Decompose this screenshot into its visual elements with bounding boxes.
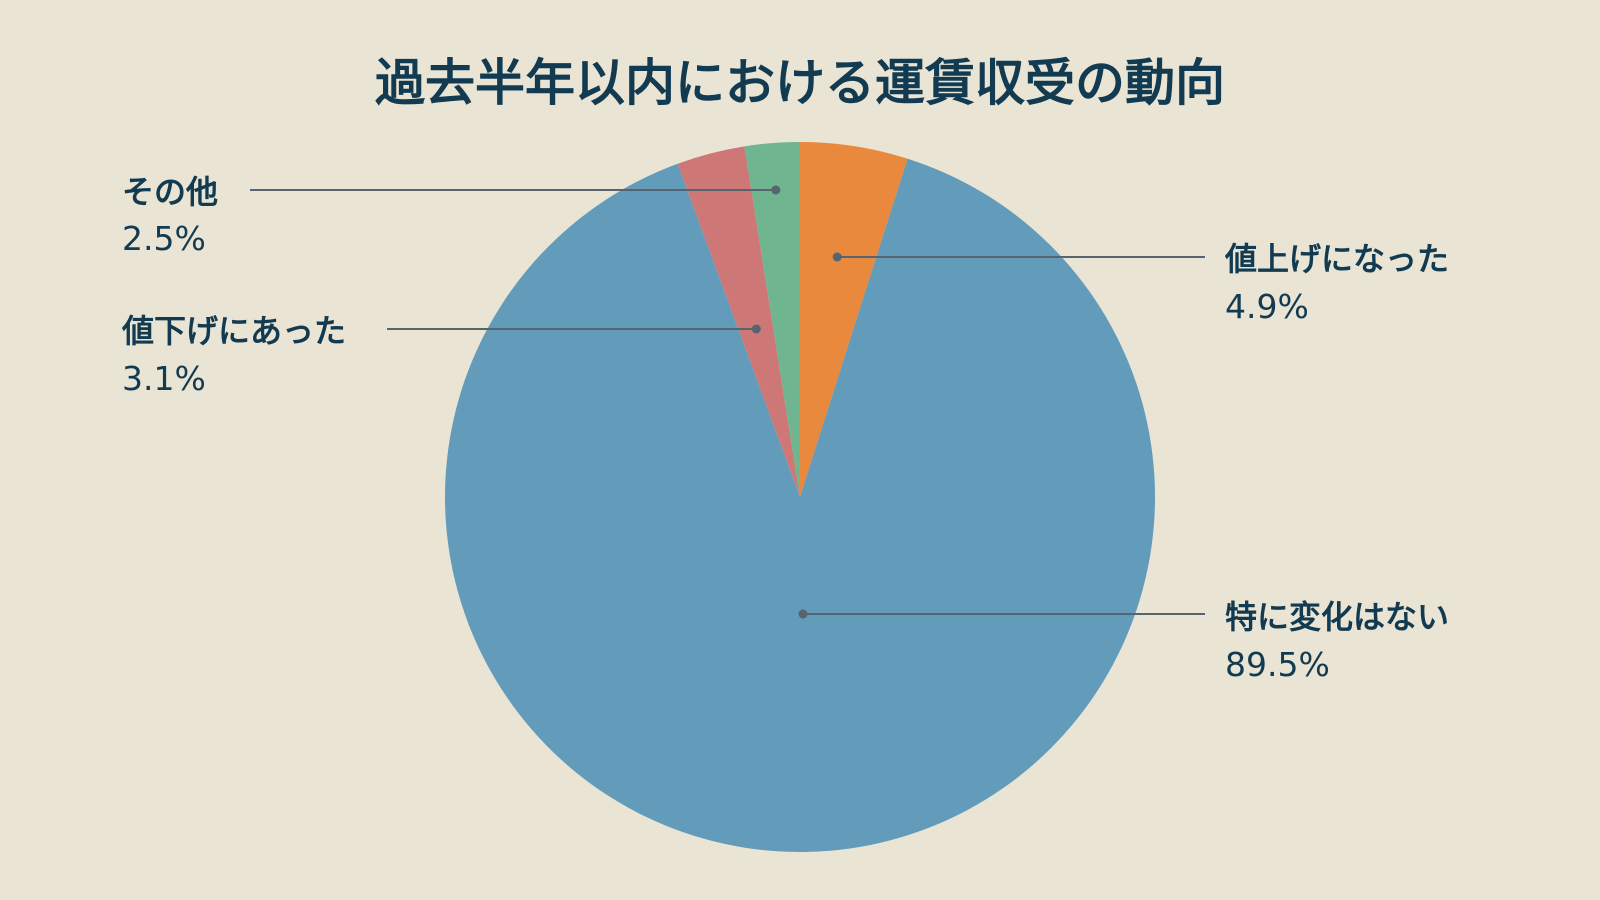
slice-value-price-up: 4.9% <box>1225 287 1309 326</box>
slice-label-no-change: 特に変化はない <box>1225 598 1449 636</box>
slice-label-other: その他 <box>122 173 218 211</box>
leader-dot-3 <box>771 185 781 195</box>
pie-slice-1 <box>444 158 1155 853</box>
pie-slices <box>444 142 1155 853</box>
pie-slice-0 <box>800 142 908 497</box>
pie-slice-3 <box>744 142 800 497</box>
slice-label-price-up: 値上げになった <box>1224 240 1449 278</box>
slice-value-no-change: 89.5% <box>1225 645 1330 684</box>
leader-dot-1 <box>798 609 808 619</box>
slice-value-price-down: 3.1% <box>122 359 206 398</box>
slice-value-other: 2.5% <box>122 219 206 258</box>
leader-dot-2 <box>751 324 761 334</box>
chart-title: 過去半年以内における運賃収受の動向 <box>375 54 1225 112</box>
slice-label-price-down: 値下げにあった <box>121 312 346 350</box>
leader-dot-0 <box>832 252 842 262</box>
pie-slice-2 <box>677 146 800 497</box>
leader-lines <box>250 185 1205 619</box>
